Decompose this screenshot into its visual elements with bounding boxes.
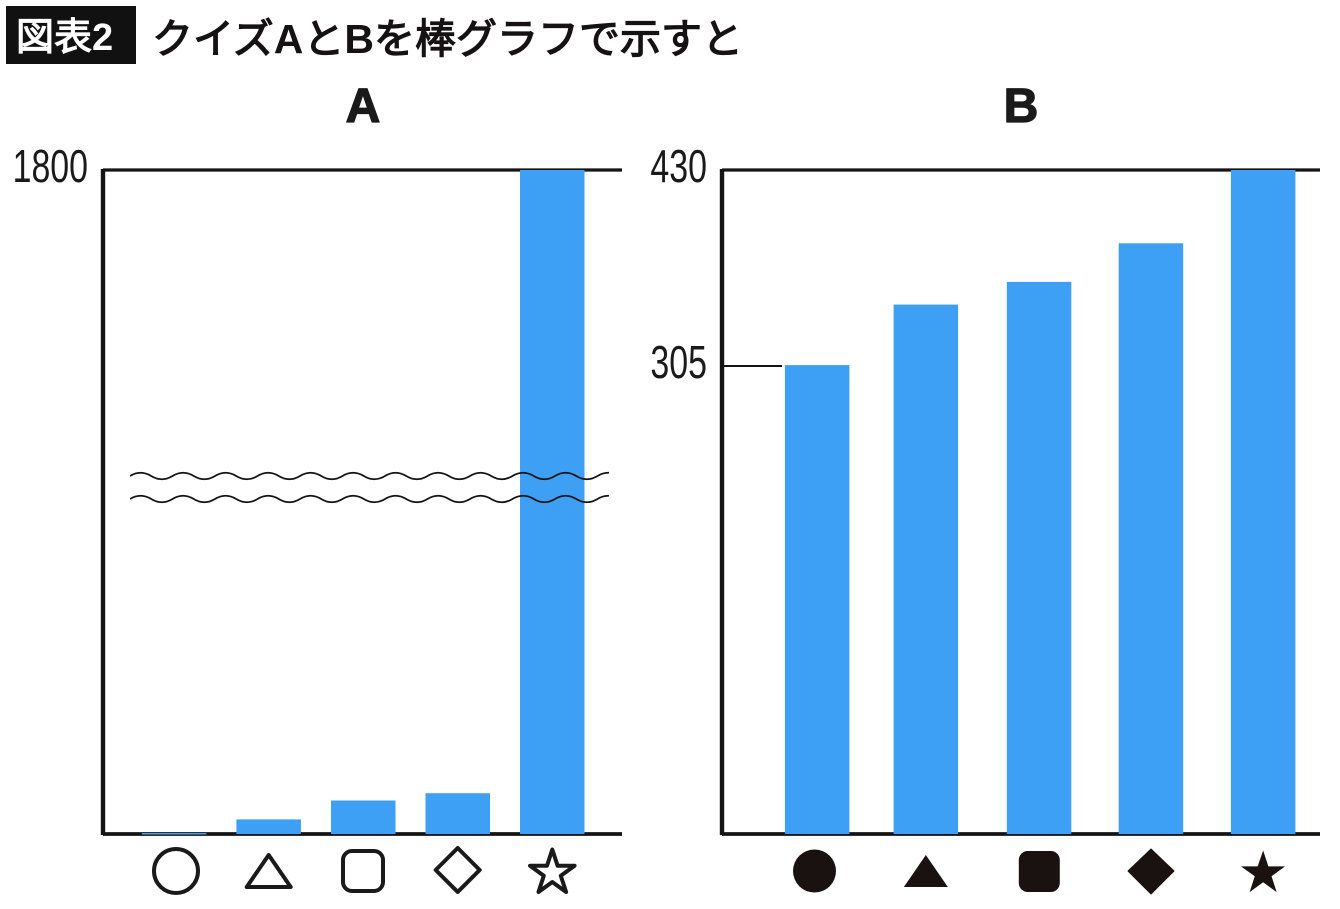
svg-text:B: B [1004, 80, 1039, 133]
svg-text:クイズAとBを棒グラフで示すと: クイズAとBを棒グラフで示すと [152, 16, 743, 62]
svg-text:図表2: 図表2 [16, 17, 113, 59]
svg-text:305: 305 [650, 336, 707, 389]
svg-text:1800: 1800 [13, 140, 88, 193]
svg-text:430: 430 [650, 140, 707, 193]
svg-text:A: A [346, 80, 381, 133]
